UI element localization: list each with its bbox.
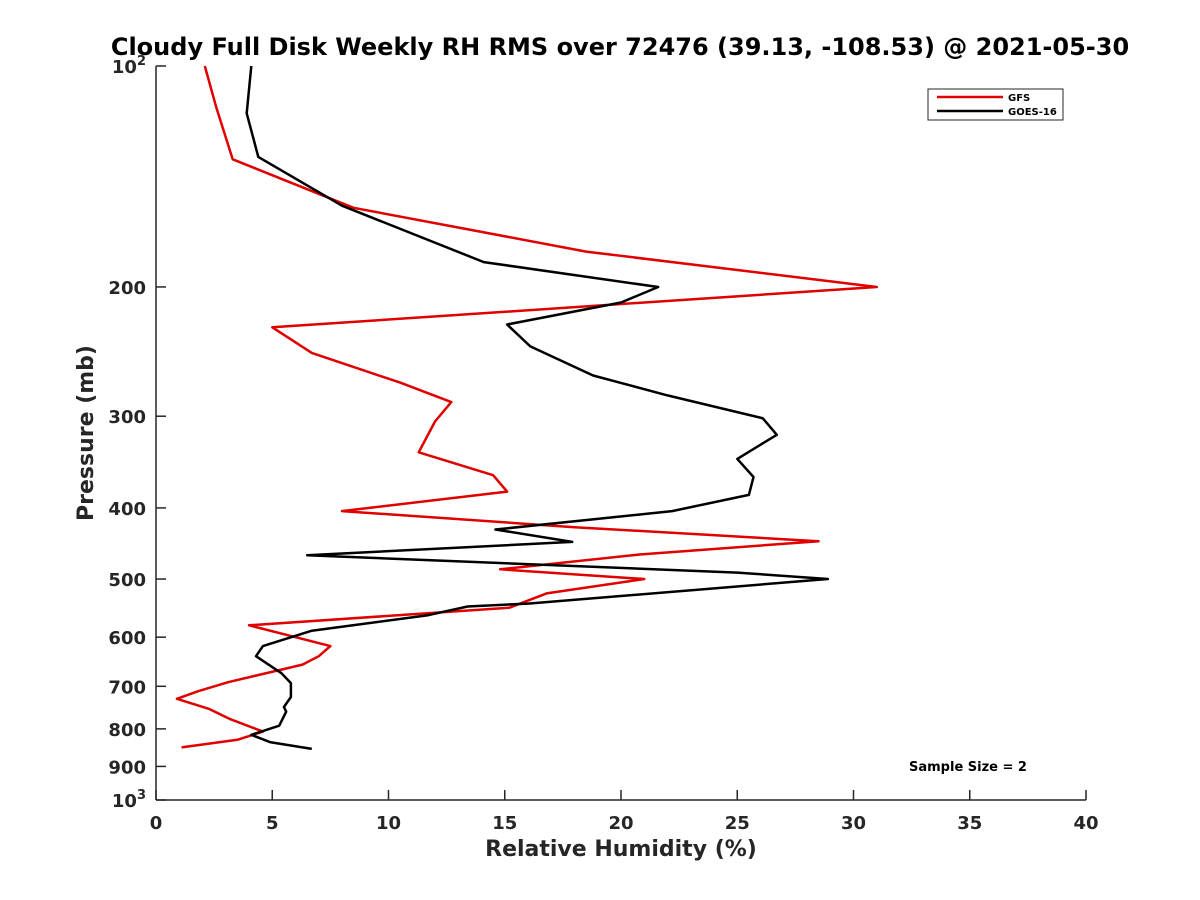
x-tick-label: 15 bbox=[492, 813, 517, 834]
y-tick-label: 102 bbox=[112, 54, 146, 78]
series-line-goes-16 bbox=[245, 65, 830, 751]
legend-label: GOES-16 bbox=[1008, 107, 1057, 118]
x-ticks: 0 5 10 15 20 25 30 35 40 bbox=[150, 790, 1099, 834]
y-tick-label: 800 bbox=[108, 720, 146, 741]
legend: GFS GOES-16 bbox=[927, 88, 1064, 121]
x-tick-label: 30 bbox=[841, 813, 866, 834]
x-tick-label: 0 bbox=[150, 813, 163, 834]
x-tick-label: 5 bbox=[266, 813, 279, 834]
x-axis-label: Relative Humidity (%) bbox=[485, 837, 757, 862]
legend-label: GFS bbox=[1008, 93, 1030, 104]
y-axis-label: Pressure (mb) bbox=[74, 345, 99, 521]
y-tick-label-base: 10 bbox=[112, 791, 137, 812]
x-tick-label: 10 bbox=[376, 813, 401, 834]
x-tick-label: 25 bbox=[725, 813, 750, 834]
y-tick-label: 600 bbox=[108, 628, 146, 649]
y-tick-label-exponent: 2 bbox=[137, 54, 146, 69]
legend-box bbox=[927, 88, 1064, 121]
y-tick-label-exponent: 3 bbox=[137, 788, 146, 803]
chart-title: Cloudy Full Disk Weekly RH RMS over 7247… bbox=[111, 33, 1129, 61]
x-tick-label: 20 bbox=[608, 813, 633, 834]
y-tick-label-base: 10 bbox=[112, 57, 137, 78]
y-tick-label: 400 bbox=[108, 499, 146, 520]
y-tick-label: 900 bbox=[108, 757, 146, 778]
sample-size-annotation: Sample Size = 2 bbox=[909, 760, 1027, 775]
series-line-gfs bbox=[175, 65, 879, 749]
y-tick-label: 103 bbox=[112, 788, 146, 812]
series-layer bbox=[175, 65, 879, 751]
y-tick-label: 700 bbox=[108, 677, 146, 698]
y-tick-label: 500 bbox=[108, 570, 146, 591]
y-tick-label: 200 bbox=[108, 278, 146, 299]
x-tick-label: 40 bbox=[1073, 813, 1098, 834]
y-tick-label: 300 bbox=[108, 407, 146, 428]
x-tick-label: 35 bbox=[957, 813, 982, 834]
